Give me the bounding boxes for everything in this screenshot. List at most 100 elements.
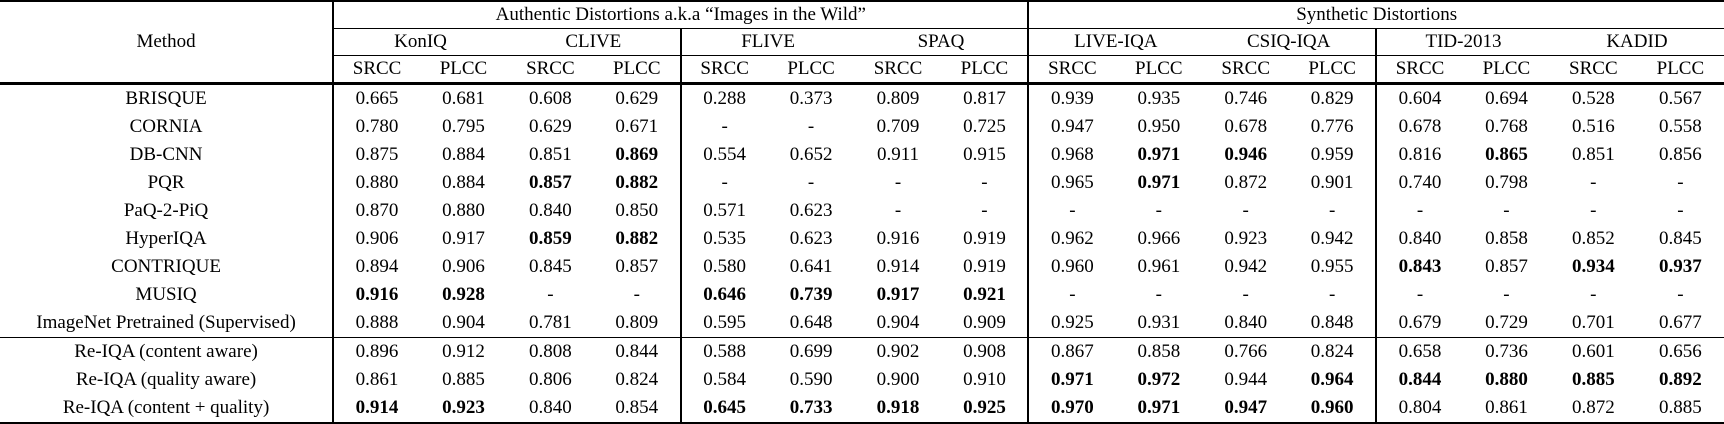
value-cell: 0.641 (789, 256, 833, 277)
value-cell: 0.766 (1202, 337, 1290, 366)
value-cell: 0.972 (1137, 369, 1181, 390)
method-cell: PaQ-2-PiQ (123, 200, 209, 221)
value-cell: 0.964 (1310, 369, 1354, 390)
metric-header-plcc: PLCC (1289, 55, 1377, 85)
metric-header-plcc: PLCC (420, 55, 507, 85)
value-cell: 0.678 (1375, 113, 1463, 141)
value-cell: 0.923 (442, 397, 485, 418)
value-cell: 0.845 (528, 256, 572, 277)
value-cell: 0.921 (963, 284, 1006, 305)
value-cell: 0.896 (332, 337, 420, 366)
value-cell: 0.516 (1571, 116, 1615, 137)
value-cell: 0.872 (1224, 172, 1268, 193)
value-cell: 0.809 (876, 88, 920, 109)
value-cell: 0.865 (1485, 144, 1528, 165)
value-cell: 0.961 (1137, 256, 1181, 277)
dataset-header-kadid: KADID (1549, 28, 1724, 56)
value-cell: 0.875 (332, 141, 420, 169)
value-cell: 0.911 (876, 144, 919, 165)
value-cell: - (981, 172, 988, 193)
value-cell: 0.851 (528, 144, 572, 165)
method-cell: Re-IQA (content + quality) (62, 397, 270, 418)
value-cell: 0.912 (420, 337, 507, 366)
metric-header-srcc: SRCC (332, 55, 420, 85)
value-cell: 0.681 (442, 88, 485, 109)
value-cell: 0.816 (1375, 141, 1463, 169)
value-cell: 0.736 (1462, 337, 1550, 366)
value-cell: 0.906 (332, 225, 420, 253)
value-cell: 0.908 (941, 337, 1029, 366)
value-cell: 0.567 (1659, 88, 1702, 109)
value-cell: - (894, 200, 902, 221)
value-cell: 0.844 (1375, 366, 1463, 394)
method-cell: ImageNet Pretrained (Supervised) (36, 312, 296, 333)
value-cell: 0.971 (1137, 172, 1181, 193)
group-header-synthetic-distortions: Synthetic Distortions (1027, 1, 1724, 29)
value-cell: 0.970 (1027, 394, 1116, 423)
value-cell: 0.971 (1027, 366, 1116, 394)
value-cell: 0.595 (679, 309, 768, 338)
value-cell: - (1027, 197, 1116, 225)
value-cell: 0.629 (528, 116, 572, 137)
value-cell: 0.919 (963, 228, 1006, 249)
dataset-header-spaq: SPAQ (854, 28, 1029, 56)
table-row: Re-IQA (content + quality) 0.914 0.923 0.84… (0, 394, 1724, 423)
value-cell: 0.935 (1137, 88, 1181, 109)
metric-header-srcc: SRCC (679, 55, 768, 85)
method-cell: HyperIQA (125, 228, 207, 249)
value-cell: 0.937 (1659, 256, 1702, 277)
value-cell: 0.701 (1571, 312, 1615, 333)
value-cell: 0.806 (528, 369, 572, 390)
value-cell: 0.590 (789, 369, 833, 390)
value-cell: 0.885 (1571, 369, 1615, 390)
value-cell: 0.780 (332, 113, 420, 141)
value-cell: 0.845 (1659, 228, 1702, 249)
value-cell: 0.558 (1659, 116, 1702, 137)
value-cell: 0.962 (1027, 225, 1116, 253)
value-cell: 0.884 (442, 144, 485, 165)
value-cell: - (1242, 200, 1249, 221)
value-cell: - (1155, 200, 1162, 221)
value-cell: 0.916 (332, 281, 420, 309)
value-cell: 0.944 (1224, 369, 1268, 390)
table-row: PQR 0.880 0.884 0.857 0.882- - - -0.965 0.971 0.8… (0, 169, 1724, 197)
value-cell: 0.882 (615, 228, 659, 249)
dataset-header-live-iqa: LIVE-IQA (1027, 28, 1203, 56)
dataset-header-tid-2013: TID-2013 (1375, 28, 1550, 56)
value-cell: - (1242, 284, 1249, 305)
value-cell: - (1677, 172, 1684, 193)
value-cell: 0.608 (528, 88, 572, 109)
value-cell: 0.858 (1115, 337, 1203, 366)
value-cell: 0.840 (1375, 225, 1463, 253)
value-cell: 0.888 (332, 309, 420, 338)
value-cell: 0.885 (1659, 397, 1702, 418)
value-cell: 0.694 (1485, 88, 1528, 109)
value-cell: - (1503, 284, 1510, 305)
table-row: BRISQUE 0.665 0.681 0.608 0.629 0.288 0.373 0.8… (0, 83, 1724, 113)
table-row: ImageNet Pretrained (Supervised) 0.888 0.9… (0, 309, 1724, 338)
table-row: Re-IQA (quality aware) 0.861 0.885 0.806 0.8… (0, 366, 1724, 394)
value-cell: 0.960 (1027, 253, 1116, 281)
dataset-header-koniq: KonIQ (332, 28, 507, 56)
value-cell: 0.857 (615, 256, 659, 277)
value-cell: 0.658 (1375, 337, 1463, 366)
value-cell: 0.902 (854, 337, 942, 366)
value-cell: 0.923 (1224, 228, 1268, 249)
value-cell: 0.535 (679, 225, 768, 253)
value-cell: 0.858 (1485, 228, 1528, 249)
value-cell: 0.854 (615, 397, 659, 418)
value-cell: 0.880 (442, 200, 485, 221)
value-cell: 0.580 (679, 253, 768, 281)
value-cell: - (1503, 200, 1510, 221)
value-cell: - (547, 284, 554, 305)
table-header: Method Authentic Distortions a.k.a “Imag… (0, 1, 1724, 85)
value-cell: - (1328, 200, 1336, 221)
value-cell: 0.781 (528, 312, 572, 333)
value-cell: 0.971 (1137, 144, 1181, 165)
value-cell: - (1027, 281, 1116, 309)
value-cell: 0.733 (789, 397, 833, 418)
value-cell: 0.623 (789, 228, 833, 249)
value-cell: 0.861 (1485, 397, 1528, 418)
value-cell: - (894, 172, 902, 193)
value-cell: 0.880 (332, 169, 420, 197)
